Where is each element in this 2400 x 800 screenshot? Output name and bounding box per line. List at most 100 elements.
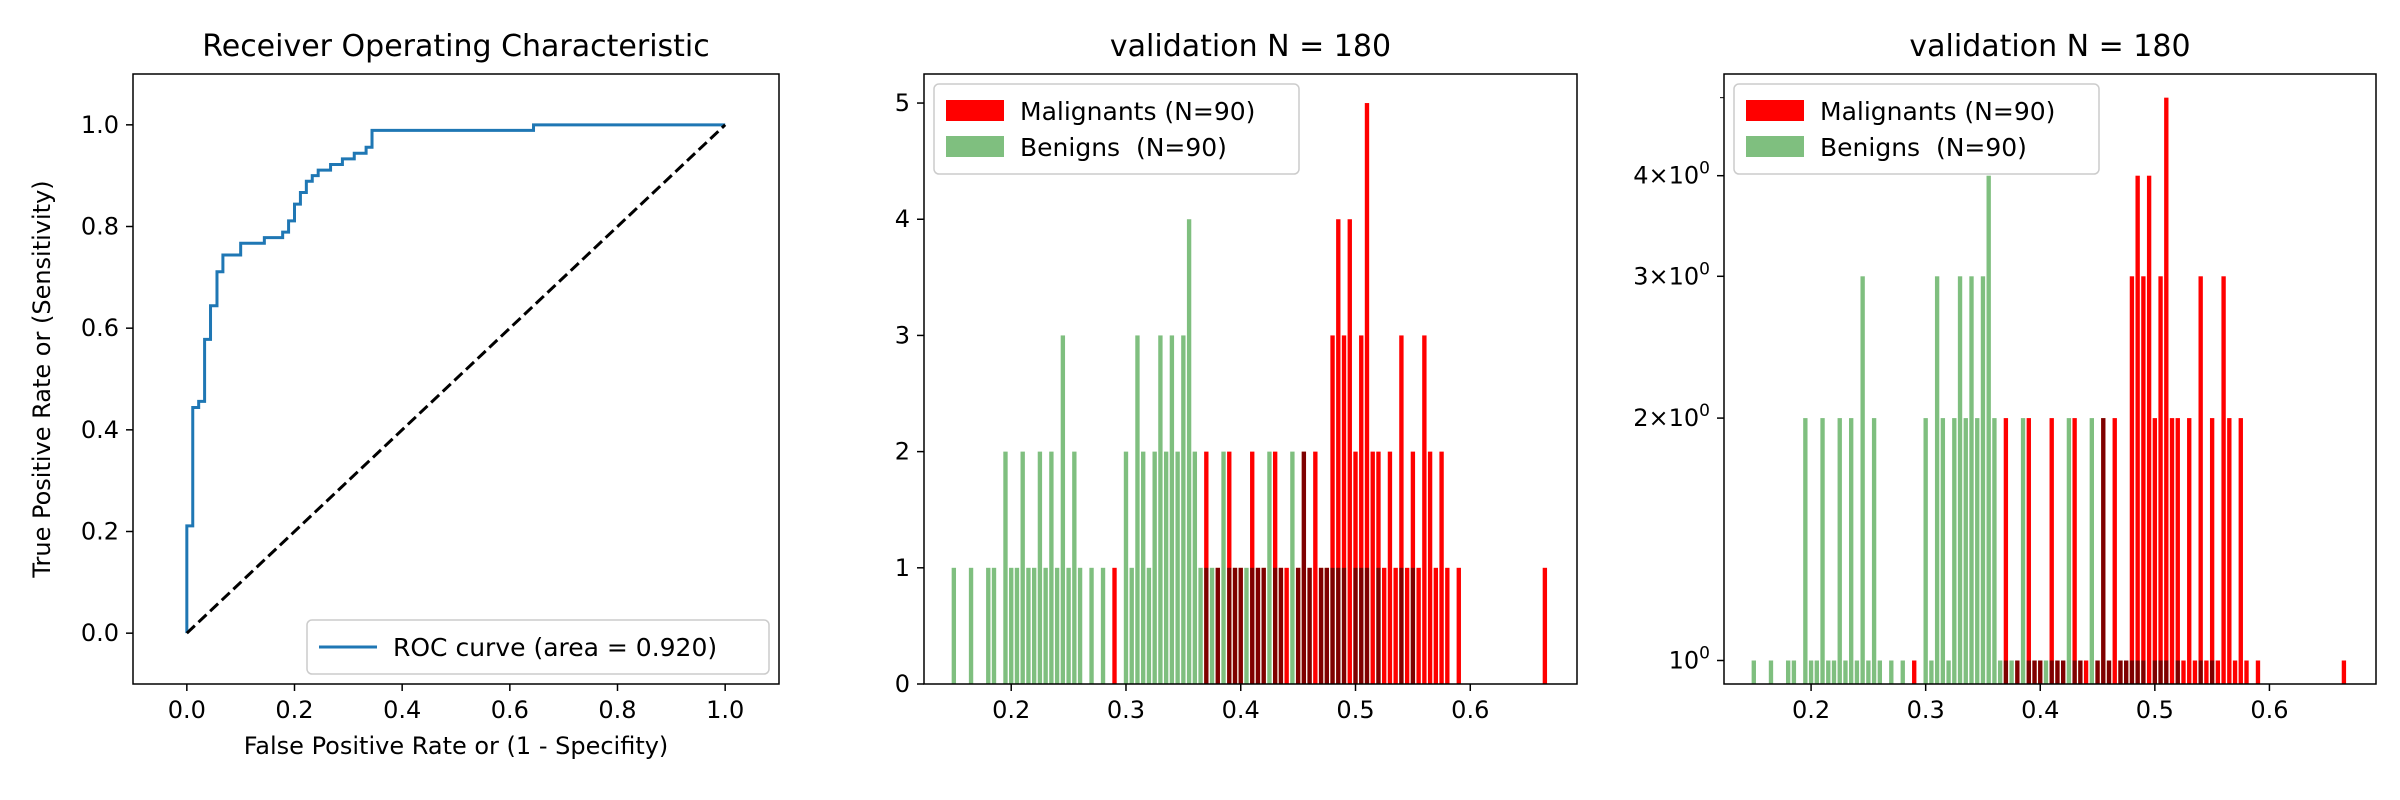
histogram-bar — [1364, 103, 1370, 684]
histogram-bar — [1427, 451, 1433, 684]
histogram-bar — [1324, 567, 1329, 684]
histogram-bar — [1221, 451, 1226, 684]
histogram-bar — [1912, 660, 1917, 684]
histogram-bar — [1307, 567, 1312, 684]
histogram-bar — [1077, 567, 1083, 684]
histogram-bar — [1940, 418, 1946, 684]
histogram-bar — [1192, 451, 1198, 684]
chart-title: validation N = 180 — [1110, 29, 1391, 64]
histogram-bar — [2043, 660, 2049, 684]
histogram-bar — [986, 567, 991, 684]
histogram-bar — [1060, 335, 1066, 684]
histogram-bar — [1370, 451, 1375, 684]
histogram-bar — [1146, 567, 1152, 684]
histogram-bar — [1267, 451, 1272, 684]
legend-color-swatch — [1746, 136, 1804, 157]
histogram-bar — [1169, 335, 1175, 684]
x-tick-label: 0.2 — [275, 696, 313, 724]
histogram-bar — [2106, 660, 2112, 684]
histogram-bar — [1866, 660, 1871, 684]
histogram-bar — [1542, 567, 1548, 684]
histogram-bar — [1301, 451, 1307, 684]
histogram-bar — [2083, 660, 2089, 684]
histogram-bar — [2015, 660, 2020, 684]
histogram-bar — [1768, 660, 1774, 684]
histogram-bar — [1043, 567, 1048, 684]
histogram-bar — [1986, 175, 1991, 684]
histogram-bar — [1272, 567, 1278, 684]
histogram-bar — [1141, 451, 1146, 684]
axes-frame — [923, 73, 1578, 685]
histogram-bar — [1934, 276, 1940, 684]
histogram-bar — [968, 567, 974, 684]
histogram-bar — [2227, 418, 2232, 684]
histogram-bar — [2187, 418, 2192, 684]
chart-title: Receiver Operating Characteristic — [202, 29, 710, 64]
histogram-bar — [2101, 418, 2106, 684]
chart-title: validation N = 180 — [1909, 29, 2190, 64]
histogram-bar — [1278, 567, 1284, 684]
histogram-bar — [1014, 567, 1020, 684]
histogram-bar — [1037, 451, 1043, 684]
y-tick-label: 0.6 — [81, 314, 119, 342]
histogram-bar — [1359, 335, 1364, 684]
histogram-bar — [1871, 418, 1877, 684]
histogram-bar — [2152, 418, 2158, 684]
histogram-bar — [1341, 335, 1347, 684]
histogram-bar — [1290, 451, 1295, 684]
diagonal-reference-line — [185, 123, 727, 635]
legend-color-swatch — [946, 136, 1004, 157]
histogram-bar — [1336, 219, 1341, 684]
y-tick-label-base: 3×10 — [1633, 262, 1699, 290]
legend-color-swatch — [946, 100, 1004, 121]
histogram-bar — [2038, 660, 2043, 684]
histogram-bar — [1803, 418, 1808, 684]
histogram-bar — [1831, 660, 1837, 684]
histogram-bar — [1929, 660, 1934, 684]
histogram-bar — [2135, 660, 2140, 684]
histogram-bar — [2158, 660, 2163, 684]
histogram-bar — [1814, 660, 1819, 684]
axes-frame — [1723, 73, 2377, 685]
histogram-bar — [2175, 418, 2180, 684]
histogram-bar — [1003, 451, 1008, 684]
histogram-bar — [1456, 567, 1461, 684]
histogram-bar — [1204, 567, 1209, 684]
histogram-bar — [1969, 276, 1974, 684]
histogram-bar — [2003, 660, 2009, 684]
histogram-bar — [1975, 418, 1980, 684]
legend: Malignants (N=90) Benigns (N=90) — [933, 83, 1300, 175]
histogram-bar — [2061, 660, 2066, 684]
histogram-bar — [2175, 660, 2180, 684]
legend: ROC curve (area = 0.920) — [306, 619, 770, 675]
histogram-bar — [1175, 451, 1180, 684]
y-tick-label: 2×100 — [1633, 401, 1710, 432]
histogram-bar — [1359, 567, 1364, 684]
histogram-bar — [1089, 567, 1094, 684]
histogram-bar — [1026, 567, 1031, 684]
histogram-bar — [1284, 567, 1289, 684]
histogram-bar — [1353, 567, 1358, 684]
histogram-bar — [2215, 660, 2221, 684]
y-tick-label: 2 — [895, 438, 910, 466]
histogram-bar — [1992, 418, 1997, 684]
histogram-bar — [1422, 335, 1427, 684]
histogram-bar — [2026, 418, 2031, 684]
histogram-bar — [2089, 418, 2094, 684]
histogram-bar — [1410, 567, 1416, 684]
legend-label: Malignants (N=90) — [1820, 97, 2055, 126]
histogram-bar — [1433, 567, 1439, 684]
histogram-bar — [2066, 418, 2072, 684]
histogram-bar — [1785, 660, 1791, 684]
histogram-bar — [1923, 418, 1928, 684]
x-tick-label: 0.2 — [1792, 696, 1830, 724]
histogram-bar — [2238, 418, 2243, 684]
chart-panel-2: 0.2 0.3 0.4 0.5 0.6 0 1 2 3 4 5 validation N = 180 M… — [895, 29, 1578, 724]
histogram-bar — [1129, 567, 1134, 684]
histogram-bar — [2135, 175, 2140, 684]
x-tick-label: 0.2 — [992, 696, 1030, 724]
histogram-bar — [2072, 418, 2077, 684]
histogram-bar — [1261, 567, 1266, 684]
histogram-bar — [1186, 219, 1192, 684]
y-tick-label: 5 — [895, 89, 910, 117]
